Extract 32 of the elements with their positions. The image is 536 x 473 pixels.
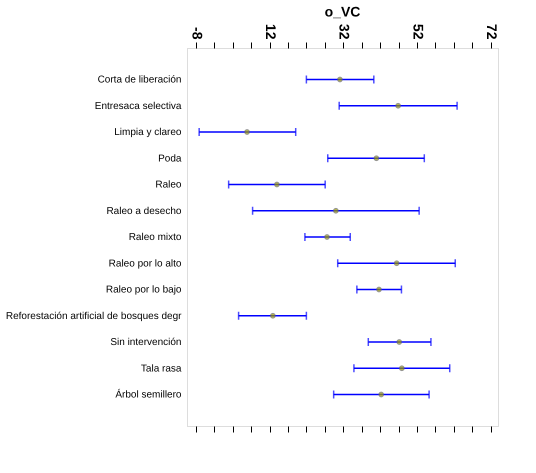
point	[337, 76, 343, 82]
point	[270, 312, 276, 319]
point	[395, 102, 401, 109]
point	[398, 365, 405, 372]
chart-title: o_VC	[324, 3, 360, 20]
point	[333, 208, 339, 214]
x-tick-label: 32	[336, 24, 353, 40]
point	[244, 129, 250, 135]
y-tick-label: Raleo	[155, 180, 182, 190]
y-tick-label: Entresaca selectiva	[94, 100, 182, 112]
x-tick-label: -8	[189, 27, 206, 40]
point	[324, 234, 330, 240]
point	[378, 392, 384, 398]
y-tick-label: Corta de liberación	[98, 74, 182, 86]
y-tick-label: Reforestación artificial de bosques degr	[6, 310, 182, 322]
point	[376, 286, 382, 292]
y-tick-label: Raleo por lo bajo	[106, 284, 182, 296]
y-tick-label: Raleo mixto	[128, 232, 182, 243]
x-tick-label: 12	[263, 24, 280, 40]
x-tick-label: 72	[484, 24, 500, 40]
point	[396, 339, 402, 345]
y-tick-label: Tala rasa	[140, 363, 182, 374]
y-tick-label: Raleo por lo alto	[108, 258, 182, 270]
y-tick-label: Raleo a desecho	[106, 206, 182, 217]
y-tick-label: Árbol semillero	[115, 388, 182, 400]
point	[274, 182, 280, 188]
y-tick-label: Poda	[158, 153, 182, 164]
point	[374, 155, 380, 162]
point	[394, 260, 400, 266]
y-tick-label: Limpia y clareo	[114, 127, 182, 138]
y-tick-label: Sin intervención	[110, 337, 182, 348]
x-tick-label: 52	[410, 24, 426, 40]
